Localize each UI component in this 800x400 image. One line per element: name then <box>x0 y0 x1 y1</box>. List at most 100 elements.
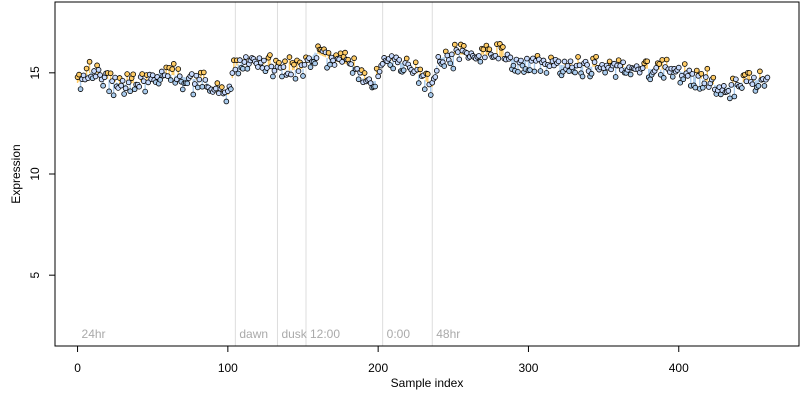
data-point <box>531 68 538 75</box>
data-point <box>325 50 332 56</box>
data-point <box>461 43 467 49</box>
data-point <box>256 55 263 61</box>
data-point <box>241 59 248 65</box>
data-point <box>191 81 198 87</box>
data-point <box>669 74 676 80</box>
data-point <box>656 61 663 67</box>
data-point <box>703 74 709 80</box>
data-point <box>301 61 308 68</box>
data-point <box>627 71 634 78</box>
data-point <box>584 62 590 68</box>
data-point <box>140 78 147 84</box>
y-axis: 5 10 15 <box>28 66 56 279</box>
data-point <box>701 80 708 87</box>
x-tick-label: 100 <box>218 361 238 375</box>
data-point-group <box>74 41 771 105</box>
data-point <box>292 75 299 82</box>
data-point <box>390 65 396 72</box>
data-point <box>276 59 282 66</box>
data-point <box>270 73 276 80</box>
data-point <box>110 92 117 99</box>
data-point <box>477 58 484 65</box>
data-point <box>593 53 599 60</box>
y-tick-label: 10 <box>28 167 42 181</box>
section-label: dusk <box>281 327 307 341</box>
data-point <box>576 62 583 69</box>
data-point <box>77 86 84 92</box>
x-tick-label: 300 <box>518 361 538 375</box>
data-point <box>704 65 711 72</box>
x-tick-label: 0 <box>74 361 81 375</box>
data-point <box>588 70 595 77</box>
data-point <box>721 83 727 89</box>
data-point <box>543 70 550 76</box>
data-point <box>97 72 103 78</box>
data-point <box>194 84 201 91</box>
data-point <box>91 68 97 74</box>
data-point <box>291 61 297 68</box>
data-point <box>659 57 666 63</box>
data-point <box>412 59 419 66</box>
data-point <box>444 52 451 59</box>
data-point <box>139 71 145 77</box>
data-point <box>739 85 745 91</box>
data-point <box>743 78 750 85</box>
data-point <box>421 86 428 93</box>
data-point <box>149 72 156 79</box>
data-point <box>280 64 287 70</box>
data-point <box>710 74 717 81</box>
data-point <box>193 72 200 79</box>
data-point <box>761 83 768 89</box>
data-point <box>228 86 234 92</box>
data-point <box>435 54 442 60</box>
section-label: 24hr <box>82 327 106 341</box>
data-point <box>176 73 183 80</box>
data-point <box>728 82 735 88</box>
data-point <box>579 73 586 80</box>
data-point <box>447 60 454 67</box>
data-point <box>136 83 142 90</box>
data-point <box>169 66 176 72</box>
data-point <box>122 85 129 92</box>
data-point <box>92 73 99 80</box>
data-point <box>698 70 705 77</box>
data-point <box>313 55 320 61</box>
data-point <box>214 80 221 86</box>
data-point <box>500 44 506 50</box>
data-point <box>647 76 653 83</box>
x-tick-label: 400 <box>669 361 689 375</box>
data-point <box>109 78 115 84</box>
data-point <box>267 52 273 58</box>
data-point <box>157 77 164 83</box>
data-point <box>131 86 138 93</box>
data-point <box>612 74 619 80</box>
data-point <box>555 58 562 65</box>
data-point <box>175 66 182 72</box>
data-point <box>167 77 174 83</box>
data-point <box>755 83 762 89</box>
y-tick-label: 5 <box>28 272 42 279</box>
data-point <box>342 49 348 56</box>
y-tick-label: 15 <box>28 66 42 80</box>
data-point <box>417 66 424 73</box>
data-point <box>751 74 757 81</box>
x-tick-label: 200 <box>368 361 388 375</box>
data-point <box>76 71 82 78</box>
data-point <box>432 74 439 80</box>
data-point <box>675 64 682 71</box>
data-point <box>312 60 318 67</box>
data-point <box>229 70 236 76</box>
data-point <box>403 55 410 62</box>
data-point <box>663 56 670 63</box>
data-point <box>264 65 270 71</box>
data-point <box>546 63 553 69</box>
data-point <box>644 58 650 65</box>
data-point <box>125 79 132 86</box>
data-point <box>602 69 608 76</box>
data-point <box>727 95 733 102</box>
data-point <box>615 57 622 63</box>
data-point <box>515 68 521 75</box>
data-point <box>118 82 124 89</box>
data-point <box>201 69 207 76</box>
data-point <box>216 90 222 96</box>
